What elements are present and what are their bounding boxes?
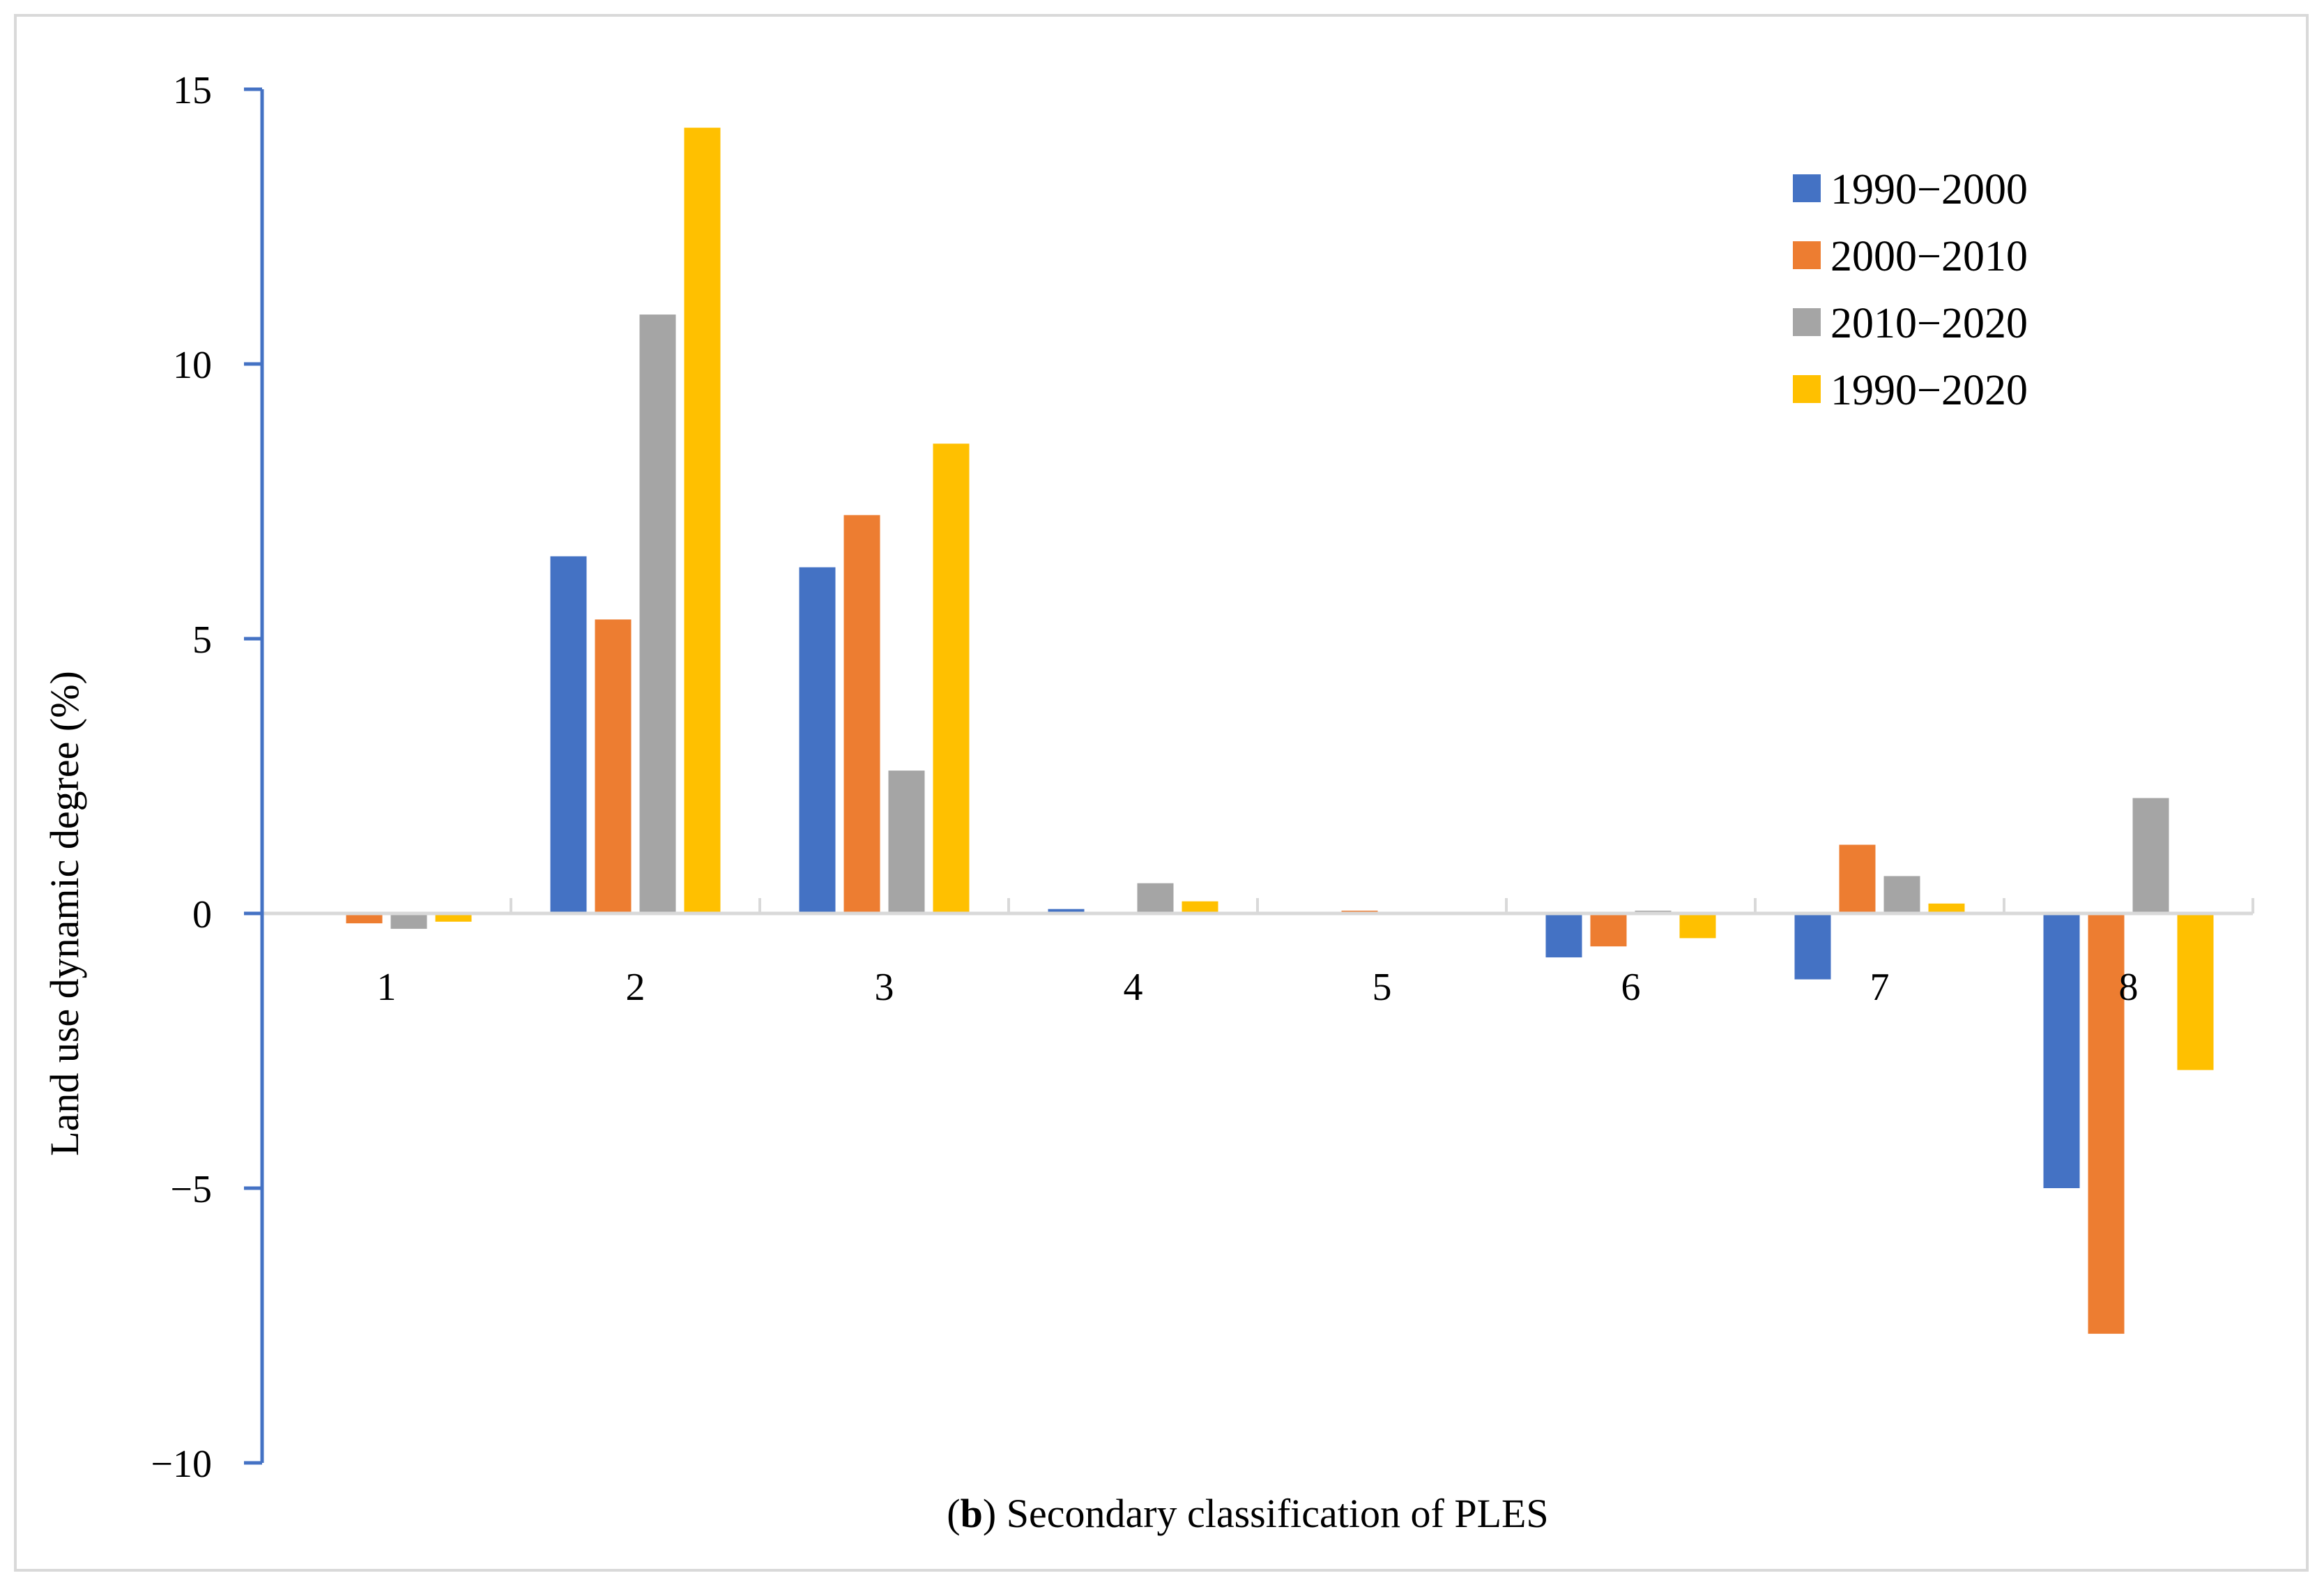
x-tick-label: 1 <box>377 966 397 1009</box>
y-axis-title: Land use dynamic degree (%) <box>42 671 87 1156</box>
y-tick-label: 10 <box>173 344 212 387</box>
legend-swatch-4 <box>1793 375 1821 403</box>
bar-cat1-series3 <box>390 913 427 929</box>
y-tick-label: −10 <box>151 1443 212 1486</box>
bar-cat4-series3 <box>1137 883 1174 913</box>
bar-cat3-series1 <box>799 567 836 913</box>
bar-cat2-series1 <box>550 556 587 913</box>
x-tick-labels: 1 2 3 4 5 6 7 8 <box>377 966 2139 1009</box>
bar-cat2-series3 <box>639 314 676 914</box>
bar-cat1-series4 <box>435 913 472 922</box>
legend-swatch-2 <box>1793 241 1821 269</box>
caption-open-paren: ( <box>947 1491 960 1536</box>
bar-cat6-series2 <box>1590 913 1627 947</box>
legend-label-2: 2000−2010 <box>1830 233 2028 280</box>
caption-panel-letter: b <box>961 1491 983 1536</box>
bars-group <box>346 128 2214 1334</box>
legend-label-4: 1990−2020 <box>1830 367 2028 414</box>
y-tick-label: −5 <box>170 1168 212 1211</box>
legend-label-1: 1990−2000 <box>1830 166 2028 213</box>
bar-cat8-series1 <box>2043 913 2080 1188</box>
bar-cat3-series4 <box>933 443 970 913</box>
x-tick-label: 4 <box>1124 966 1143 1009</box>
x-tick-label: 3 <box>875 966 894 1009</box>
legend-label-3: 2010−2020 <box>1830 300 2028 347</box>
y-tick-labels: −10 −5 0 5 10 15 <box>151 69 212 1486</box>
chart-frame <box>14 14 2309 1572</box>
bar-cat7-series1 <box>1794 913 1831 980</box>
bar-cat7-series3 <box>1883 876 1920 913</box>
y-tick-label: 0 <box>192 893 212 936</box>
bar-cat3-series3 <box>888 770 925 913</box>
x-tick-label: 5 <box>1373 966 1392 1009</box>
x-axis-caption: (b) Secondary classification of PLES <box>947 1491 1548 1536</box>
y-tick-marks <box>244 87 262 1465</box>
y-tick-label: 5 <box>192 618 212 662</box>
bar-cat4-series4 <box>1182 901 1218 913</box>
y-tick-label: 15 <box>173 69 212 112</box>
bar-cat8-series4 <box>2177 913 2214 1070</box>
bar-cat7-series4 <box>1928 903 1965 913</box>
x-tick-label: 6 <box>1621 966 1641 1009</box>
x-tick-label: 2 <box>626 966 645 1009</box>
legend-swatch-3 <box>1793 308 1821 336</box>
bar-cat6-series4 <box>1679 913 1716 939</box>
bar-cat1-series2 <box>346 913 383 924</box>
bar-cat6-series1 <box>1545 913 1582 958</box>
legend-swatch-1 <box>1793 174 1821 202</box>
legend: 1990−2000 2000−2010 2010−2020 1990−2020 <box>1793 166 2028 414</box>
bar-cat3-series2 <box>843 515 880 913</box>
bar-cat8-series3 <box>2132 798 2169 913</box>
bar-cat2-series4 <box>684 128 721 913</box>
bar-cat7-series2 <box>1839 844 1876 913</box>
bar-cat2-series2 <box>595 619 632 913</box>
bar-cat8-series2 <box>2088 913 2125 1334</box>
caption-text: ) Secondary classification of PLES <box>983 1491 1549 1536</box>
bar-cat4-series1 <box>1048 909 1085 913</box>
x-tick-label: 7 <box>1870 966 1890 1009</box>
x-tick-label: 8 <box>2119 966 2139 1009</box>
